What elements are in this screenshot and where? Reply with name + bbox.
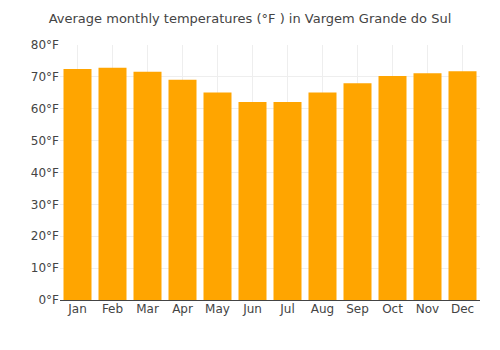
svg-text:20°F: 20°F	[31, 229, 59, 243]
svg-text:Oct: Oct	[382, 302, 403, 316]
svg-text:0°F: 0°F	[38, 293, 59, 307]
svg-text:40°F: 40°F	[31, 166, 59, 180]
svg-text:Jul: Jul	[279, 302, 294, 316]
svg-text:Mar: Mar	[136, 302, 159, 316]
svg-text:80°F: 80°F	[31, 38, 59, 52]
svg-text:Dec: Dec	[451, 302, 474, 316]
svg-text:Apr: Apr	[172, 302, 193, 316]
svg-text:Average monthly temperatures (: Average monthly temperatures (°F ) in Va…	[49, 11, 452, 26]
svg-text:10°F: 10°F	[31, 261, 59, 275]
svg-text:Feb: Feb	[102, 302, 123, 316]
svg-text:Nov: Nov	[416, 302, 439, 316]
svg-text:70°F: 70°F	[31, 70, 59, 84]
svg-text:Aug: Aug	[311, 302, 334, 316]
svg-text:Sep: Sep	[346, 302, 369, 316]
svg-text:50°F: 50°F	[31, 134, 59, 148]
svg-text:May: May	[205, 302, 230, 316]
svg-text:60°F: 60°F	[31, 102, 59, 116]
svg-text:30°F: 30°F	[31, 198, 59, 212]
svg-text:Jun: Jun	[242, 302, 262, 316]
svg-text:Jan: Jan	[67, 302, 87, 316]
